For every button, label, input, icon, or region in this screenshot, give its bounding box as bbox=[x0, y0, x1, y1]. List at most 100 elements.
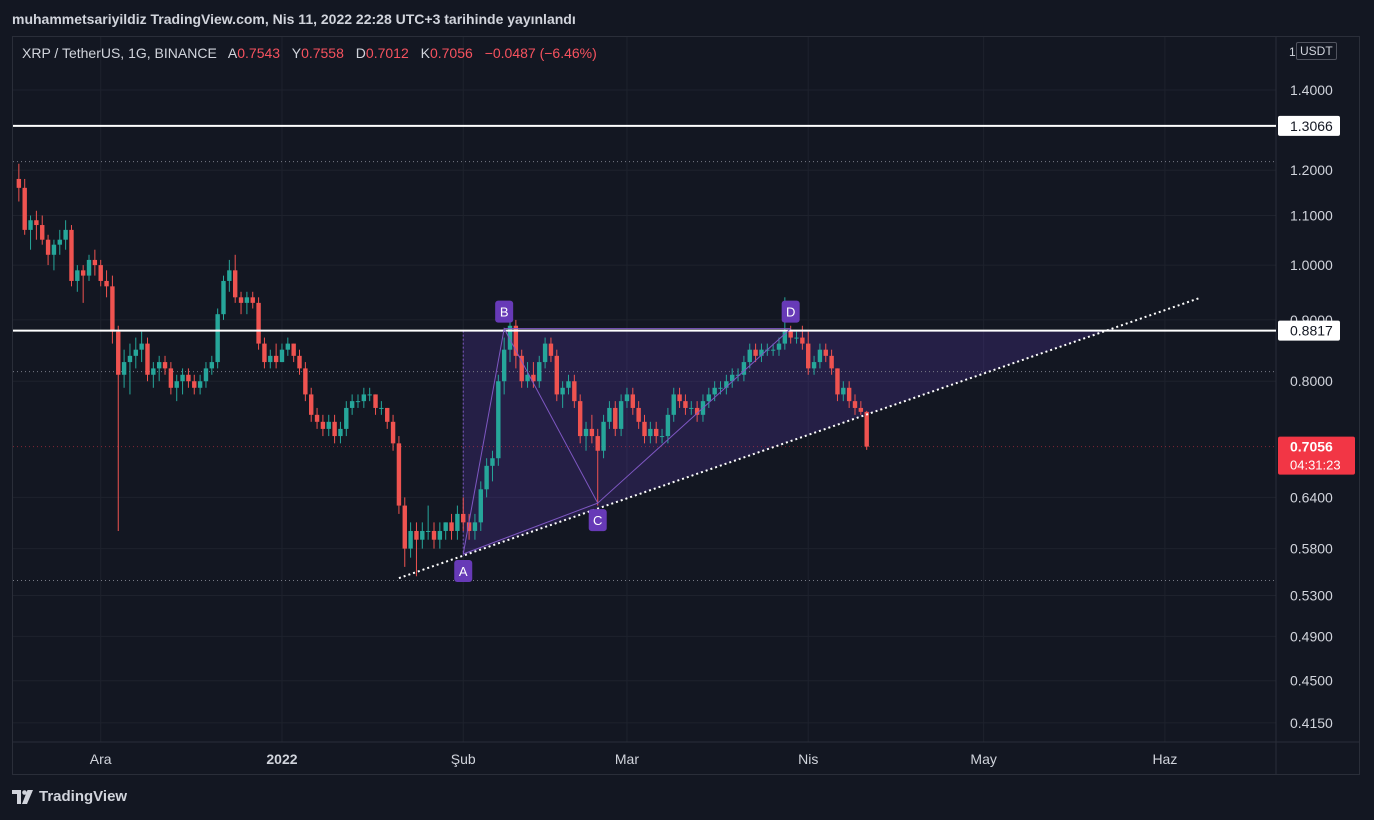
candle-body[interactable] bbox=[402, 505, 407, 549]
candle-body[interactable] bbox=[92, 259, 98, 266]
candle-body[interactable] bbox=[45, 239, 51, 255]
candle-body[interactable] bbox=[285, 343, 291, 350]
candle-body[interactable] bbox=[712, 387, 717, 395]
candle-body[interactable] bbox=[852, 401, 858, 408]
candle-body[interactable] bbox=[221, 280, 226, 315]
candle-body[interactable] bbox=[648, 428, 653, 437]
candle-body[interactable] bbox=[291, 343, 296, 356]
candle-body[interactable] bbox=[174, 381, 179, 388]
candle-body[interactable] bbox=[490, 458, 495, 466]
candle-body[interactable] bbox=[86, 259, 92, 276]
candle-body[interactable] bbox=[145, 343, 150, 375]
candle-body[interactable] bbox=[607, 407, 612, 422]
candle-body[interactable] bbox=[192, 381, 197, 388]
candle-body[interactable] bbox=[268, 355, 273, 363]
candle-body[interactable] bbox=[69, 229, 74, 281]
candle-body[interactable] bbox=[759, 349, 764, 356]
candle-body[interactable] bbox=[133, 349, 138, 356]
candle-body[interactable] bbox=[326, 421, 331, 429]
candle-body[interactable] bbox=[671, 394, 676, 415]
candle-body[interactable] bbox=[858, 407, 864, 412]
candle-body[interactable] bbox=[630, 394, 636, 408]
candle-body[interactable] bbox=[180, 374, 185, 382]
chart-frame[interactable] bbox=[12, 36, 1360, 775]
candle-body[interactable] bbox=[741, 362, 747, 375]
candle-body[interactable] bbox=[864, 411, 869, 447]
candle-body[interactable] bbox=[373, 394, 378, 408]
candle-body[interactable] bbox=[601, 421, 606, 451]
candle-body[interactable] bbox=[455, 513, 460, 531]
candle-body[interactable] bbox=[531, 374, 536, 382]
candle-body[interactable] bbox=[186, 374, 191, 382]
candle-body[interactable] bbox=[262, 343, 267, 363]
candle-body[interactable] bbox=[537, 362, 542, 382]
candle-body[interactable] bbox=[560, 387, 565, 395]
candle-body[interactable] bbox=[22, 187, 27, 230]
candle-body[interactable] bbox=[314, 414, 320, 422]
candle-body[interactable] bbox=[776, 343, 782, 350]
candle-body[interactable] bbox=[320, 421, 326, 429]
ascending-trendline[interactable] bbox=[398, 296, 1201, 580]
candle-body[interactable] bbox=[139, 343, 144, 350]
candle-body[interactable] bbox=[104, 280, 109, 287]
candle-body[interactable] bbox=[57, 239, 62, 245]
currency-unit-button[interactable]: USDT bbox=[1296, 42, 1337, 60]
candle-body[interactable] bbox=[414, 530, 419, 540]
candle-body[interactable] bbox=[203, 368, 209, 382]
candle-body[interactable] bbox=[461, 513, 466, 523]
candle-body[interactable] bbox=[496, 381, 501, 459]
candle-body[interactable] bbox=[156, 362, 162, 369]
candle-body[interactable] bbox=[747, 349, 752, 363]
candle-body[interactable] bbox=[472, 522, 478, 531]
candle-body[interactable] bbox=[694, 407, 700, 415]
candle-body[interactable] bbox=[250, 297, 255, 303]
candle-body[interactable] bbox=[478, 489, 483, 523]
candle-body[interactable] bbox=[613, 407, 618, 429]
candle-body[interactable] bbox=[718, 387, 723, 389]
candle-body[interactable] bbox=[309, 394, 314, 415]
candle-body[interactable] bbox=[636, 407, 641, 422]
candle-body[interactable] bbox=[227, 270, 232, 281]
candle-body[interactable] bbox=[151, 368, 156, 375]
candle-body[interactable] bbox=[817, 349, 823, 363]
candle-body[interactable] bbox=[519, 355, 524, 382]
candle-body[interactable] bbox=[730, 374, 735, 382]
candle-body[interactable] bbox=[256, 302, 261, 344]
candle-body[interactable] bbox=[127, 355, 133, 363]
candle-body[interactable] bbox=[735, 374, 741, 376]
candle-body[interactable] bbox=[484, 465, 489, 490]
candle-body[interactable] bbox=[303, 368, 308, 395]
candle-body[interactable] bbox=[437, 530, 443, 540]
candle-body[interactable] bbox=[572, 381, 577, 402]
candle-body[interactable] bbox=[344, 407, 349, 429]
candle-body[interactable] bbox=[385, 407, 390, 422]
candle-body[interactable] bbox=[390, 421, 396, 444]
candle-body[interactable] bbox=[659, 436, 665, 438]
candle-body[interactable] bbox=[232, 270, 238, 298]
candle-body[interactable] bbox=[121, 362, 127, 375]
candle-body[interactable] bbox=[653, 428, 659, 437]
candle-body[interactable] bbox=[618, 401, 624, 429]
candle-body[interactable] bbox=[63, 229, 68, 240]
candle-body[interactable] bbox=[443, 522, 448, 531]
candle-body[interactable] bbox=[162, 362, 168, 369]
candle-body[interactable] bbox=[753, 349, 758, 356]
candle-body[interactable] bbox=[116, 331, 121, 375]
candle-body[interactable] bbox=[595, 436, 600, 451]
candle-body[interactable] bbox=[501, 349, 507, 382]
candle-body[interactable] bbox=[408, 530, 413, 549]
candle-body[interactable] bbox=[829, 355, 834, 369]
candle-body[interactable] bbox=[34, 220, 39, 226]
candle-body[interactable] bbox=[420, 530, 425, 540]
candle-body[interactable] bbox=[396, 443, 402, 506]
candle-body[interactable] bbox=[466, 522, 472, 531]
candle-body[interactable] bbox=[349, 401, 355, 408]
candle-body[interactable] bbox=[589, 428, 595, 437]
candle-body[interactable] bbox=[367, 394, 372, 396]
candle-body[interactable] bbox=[215, 314, 220, 363]
candle-body[interactable] bbox=[770, 349, 776, 351]
candle-body[interactable] bbox=[800, 337, 805, 344]
candle-body[interactable] bbox=[782, 331, 788, 344]
candle-body[interactable] bbox=[665, 414, 671, 437]
